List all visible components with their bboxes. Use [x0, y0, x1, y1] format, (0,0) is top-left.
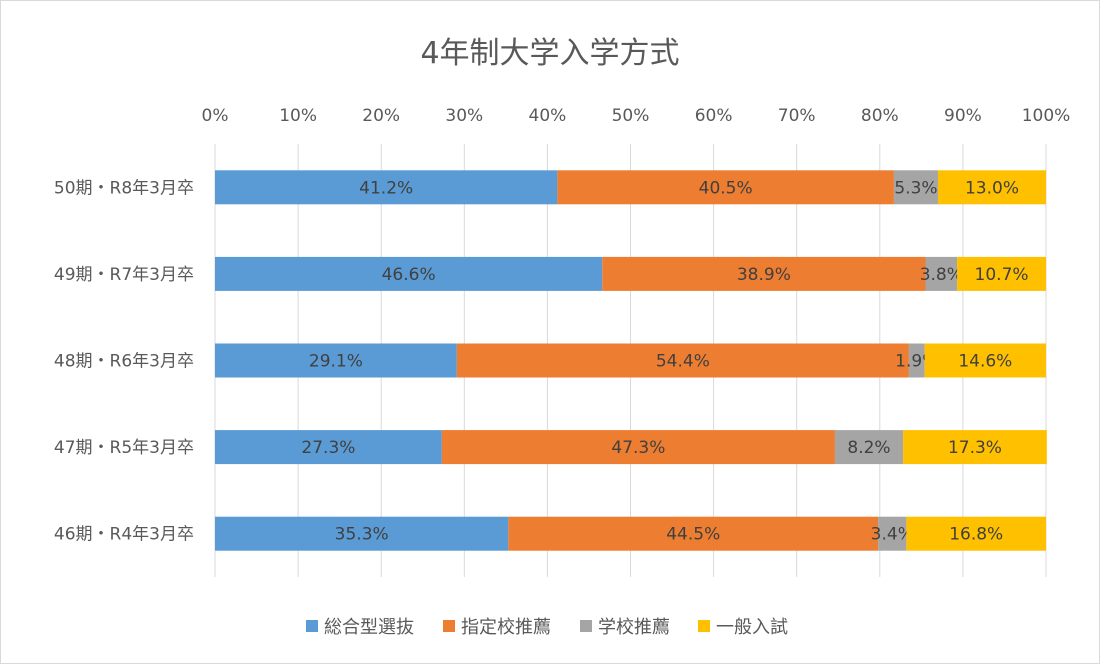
data-label: 10.7% [975, 265, 1029, 285]
bar-segment [215, 170, 558, 205]
bar-segment [456, 343, 909, 378]
x-tick-label: 90% [944, 106, 982, 126]
legend-label: 一般入試 [716, 617, 788, 638]
bar-segment [925, 256, 958, 291]
x-tick-label: 30% [445, 106, 483, 126]
category-label: 50期・R8年3月卒 [54, 178, 194, 198]
bar-segment [441, 430, 835, 465]
bar-segment [508, 516, 879, 551]
data-label: 17.3% [948, 438, 1002, 458]
data-label: 16.8% [949, 525, 1003, 545]
data-label: 29.1% [309, 352, 363, 372]
bar-segment [957, 256, 1046, 291]
category-label: 47期・R5年3月卒 [54, 438, 194, 458]
data-label: 41.2% [359, 178, 413, 198]
data-label: 54.4% [656, 352, 710, 372]
legend-label: 総合型選抜 [324, 617, 414, 638]
bar-segment [903, 430, 1047, 465]
data-label: 3.8% [920, 265, 963, 285]
chart-title: 4年制大学入学方式 [420, 36, 679, 71]
data-label: 40.5% [699, 178, 753, 198]
bar-segment [557, 170, 894, 205]
x-tick-label: 70% [778, 106, 816, 126]
x-tick-label: 100% [1022, 106, 1071, 126]
data-label: 35.3% [335, 525, 389, 545]
legend-label: 学校推薦 [598, 617, 670, 638]
category-label: 48期・R6年3月卒 [54, 352, 194, 372]
data-label: 14.6% [958, 352, 1012, 372]
legend-swatch [443, 620, 455, 632]
x-tick-label: 80% [861, 106, 899, 126]
data-label: 5.3% [894, 178, 937, 198]
bar-segment [924, 343, 1046, 378]
data-label: 38.9% [737, 265, 791, 285]
data-label: 46.6% [382, 265, 436, 285]
legend-swatch [580, 620, 592, 632]
bar-segment [215, 256, 603, 291]
x-tick-label: 10% [279, 106, 317, 126]
bar-segment [908, 343, 925, 378]
data-label: 3.4% [871, 525, 914, 545]
legend-swatch [698, 620, 710, 632]
x-tick-label: 40% [529, 106, 567, 126]
bar-segment [215, 430, 442, 465]
data-label: 8.2% [847, 438, 890, 458]
bar-segment [215, 343, 457, 378]
bar-segment [906, 516, 1046, 551]
x-tick-label: 0% [202, 106, 229, 126]
x-tick-label: 20% [362, 106, 400, 126]
legend-swatch [306, 620, 318, 632]
bar-segment [878, 516, 907, 551]
bar-segment [215, 516, 509, 551]
data-label: 47.3% [611, 438, 665, 458]
data-label: 13.0% [965, 178, 1019, 198]
bar-segment [602, 256, 926, 291]
legend-label: 指定校推薦 [461, 617, 551, 638]
data-label: 44.5% [666, 525, 720, 545]
x-tick-label: 60% [695, 106, 733, 126]
category-label: 49期・R7年3月卒 [54, 265, 194, 285]
bar-segment [893, 170, 938, 205]
data-label: 27.3% [301, 438, 355, 458]
category-label: 46期・R4年3月卒 [54, 525, 194, 545]
bar-segment [834, 430, 904, 465]
bar-segment [937, 170, 1046, 205]
x-tick-label: 50% [612, 106, 650, 126]
